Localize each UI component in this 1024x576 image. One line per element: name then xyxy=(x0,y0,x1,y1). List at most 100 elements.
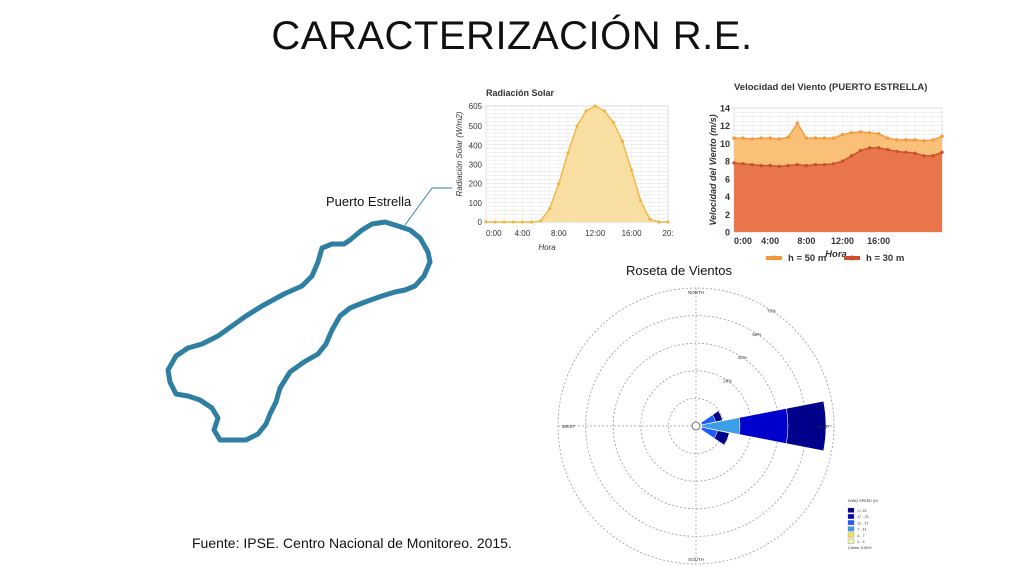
wind-point-30m xyxy=(858,148,863,153)
island-leader-line xyxy=(404,187,433,226)
solar-point xyxy=(602,109,606,113)
solar-x-label: Hora xyxy=(538,243,556,252)
solar-point xyxy=(639,199,643,203)
rose-legend-item: 11 - 17 xyxy=(857,521,869,525)
rose-legend-title: WIND SPEED (Knots) xyxy=(848,499,878,503)
wind-y-tick: 6 xyxy=(725,174,730,184)
solar-point xyxy=(666,220,670,224)
wind-point-50m xyxy=(876,131,881,136)
solar-y-tick: 100 xyxy=(469,199,483,208)
wind-y-tick: 12 xyxy=(720,121,730,131)
wind-point-30m xyxy=(750,162,754,167)
rose-ring-label: 28% xyxy=(723,379,732,384)
wind-point-50m xyxy=(858,130,863,134)
wind-point-50m xyxy=(786,135,790,139)
wind-x-tick: 12:00 xyxy=(831,236,854,246)
wind-point-30m xyxy=(931,154,935,158)
rose-ring-label: 42% xyxy=(738,355,747,360)
rose-legend-item: >= 22 xyxy=(857,509,867,513)
solar-y-tick: 500 xyxy=(469,122,483,131)
solar-x-tick: 16:00 xyxy=(622,229,643,238)
wind-legend-marker-50m xyxy=(771,255,777,261)
rose-petal-ene-outer xyxy=(712,410,723,423)
solar-x-tick: 12:00 xyxy=(585,229,606,238)
wind-point-30m xyxy=(786,163,790,168)
wind-y-tick: 0 xyxy=(725,228,730,238)
wind-y-tick: 8 xyxy=(725,157,730,167)
solar-point xyxy=(657,220,661,224)
slide-title: CARACTERIZACIÓN R.E. xyxy=(271,14,753,58)
wind-y-tick: 10 xyxy=(720,139,730,149)
wind-x-tick: 4:00 xyxy=(761,236,779,246)
wind-point-30m xyxy=(840,159,845,163)
wind-y-tick: 4 xyxy=(725,192,730,202)
wind-point-30m xyxy=(822,162,827,167)
wind-point-30m xyxy=(777,164,781,169)
wind-y-label: Velocidad del Viento (m/s) xyxy=(708,114,718,225)
wind-point-50m xyxy=(895,138,899,142)
wind-point-50m xyxy=(804,136,809,140)
wind-point-30m xyxy=(886,147,890,152)
rose-legend-item: 1 - 4 xyxy=(857,540,865,544)
solar-point xyxy=(548,206,552,211)
rose-dir-west: WEST xyxy=(562,424,575,429)
solar-point xyxy=(511,220,515,224)
wind-point-30m xyxy=(831,162,836,166)
wind-point-50m xyxy=(822,136,827,140)
solar-y-label: Radiación Solar (W/m2) xyxy=(455,111,464,196)
wind-speed-chart: Velocidad del Viento (PUERTO ESTRELLA) 0 2… xyxy=(704,76,950,270)
rose-petal-ese-outer xyxy=(713,430,730,446)
wind-rose-label: Roseta de Vientos xyxy=(626,263,732,278)
solar-point xyxy=(484,220,488,224)
wind-title: Velocidad del Viento (PUERTO ESTRELLA) xyxy=(734,82,927,93)
solar-x-tick: 4:00 xyxy=(515,229,531,238)
solar-point xyxy=(611,120,615,124)
wind-point-50m xyxy=(795,121,800,125)
wind-point-30m xyxy=(913,151,917,155)
wind-point-30m xyxy=(813,162,818,167)
wind-point-50m xyxy=(913,138,917,142)
rose-ring-label: 70% xyxy=(767,308,776,313)
solar-point xyxy=(566,151,570,155)
wind-point-30m xyxy=(741,162,745,166)
wind-point-30m xyxy=(732,161,736,165)
wind-point-30m xyxy=(876,146,881,150)
island-outline xyxy=(165,219,433,443)
wind-point-50m xyxy=(732,136,736,140)
wind-point-50m xyxy=(904,138,908,142)
wind-point-30m xyxy=(849,154,854,158)
wind-point-50m xyxy=(768,136,772,140)
solar-area xyxy=(486,106,668,222)
wind-point-50m xyxy=(867,131,872,135)
wind-point-30m xyxy=(795,162,800,167)
wind-rose-chart: NORTH EAST SOUTH WEST 28% 42% 56% 70% WIND SPEED… xyxy=(557,287,878,565)
solar-y-tick: 0 xyxy=(478,218,483,227)
solar-radiation-chart: Radiación Solar 0 100 200 300 400 500 605 0:00 4:… xyxy=(452,82,678,257)
rose-petal-east-outer xyxy=(786,400,827,452)
rose-dir-north: NORTH xyxy=(688,290,704,295)
wind-point-30m xyxy=(768,163,772,168)
wind-area-30m xyxy=(734,147,942,232)
solar-point xyxy=(584,109,588,113)
wind-point-50m xyxy=(750,137,754,141)
solar-y-tick: 605 xyxy=(469,102,483,111)
wind-point-50m xyxy=(849,131,854,135)
rose-center xyxy=(691,421,701,431)
wind-point-50m xyxy=(759,136,763,140)
wind-point-30m xyxy=(904,150,908,154)
solar-title: Radiación Solar xyxy=(486,88,555,98)
solar-point xyxy=(648,217,652,221)
island-label: Puerto Estrella xyxy=(326,194,412,209)
rose-petal-east-mid xyxy=(738,408,789,444)
wind-x-tick: 0:00 xyxy=(734,236,752,246)
wind-y-tick: 14 xyxy=(720,104,730,114)
wind-point-50m xyxy=(886,136,890,140)
solar-point xyxy=(493,220,497,224)
rose-legend-item: 4 - 7 xyxy=(857,534,865,538)
wind-point-30m xyxy=(759,163,763,168)
rose-legend-swatch xyxy=(847,538,855,544)
rose-legend-item: 7 - 11 xyxy=(857,528,866,532)
solar-point xyxy=(557,182,561,186)
wind-point-30m xyxy=(940,150,944,154)
solar-point xyxy=(520,220,524,224)
